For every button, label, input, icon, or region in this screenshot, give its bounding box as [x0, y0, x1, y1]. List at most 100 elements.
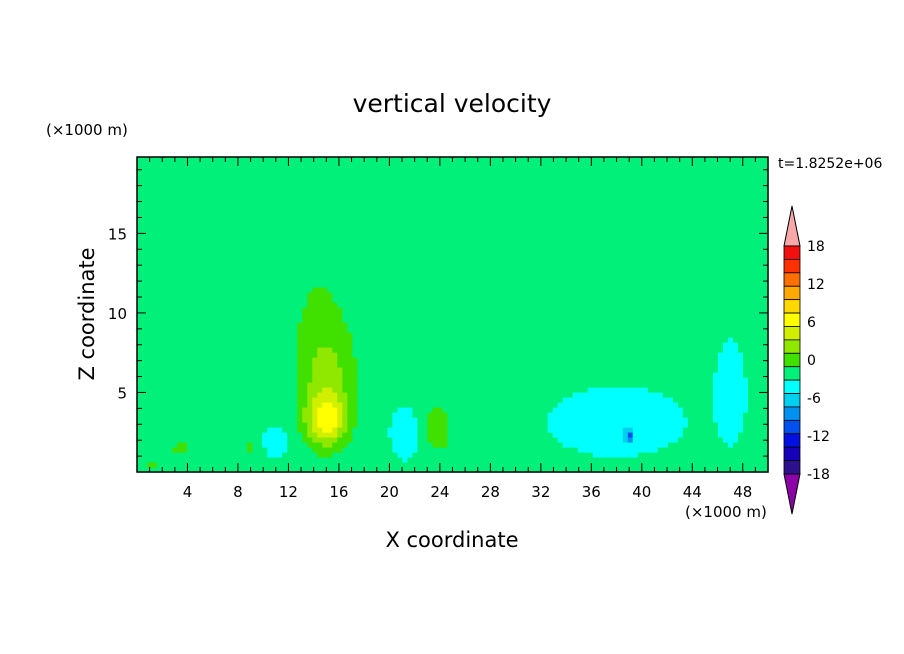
heatmap-cell	[407, 362, 414, 368]
heatmap-cell	[212, 267, 218, 273]
heatmap-cell	[502, 397, 509, 403]
heatmap-cell	[377, 437, 383, 443]
heatmap-cell	[522, 312, 529, 318]
heatmap-cell	[277, 342, 283, 348]
heatmap-cell	[177, 217, 183, 223]
heatmap-cell	[247, 252, 253, 258]
heatmap-cell	[492, 307, 499, 313]
heatmap-cell	[177, 467, 183, 473]
heatmap-cell	[267, 357, 273, 363]
heatmap-cell	[292, 202, 298, 208]
heatmap-cell	[332, 287, 338, 293]
heatmap-cell	[372, 272, 378, 278]
heatmap-cell	[247, 187, 253, 193]
heatmap-cell	[437, 167, 444, 173]
heatmap-cell	[142, 462, 148, 468]
heatmap-cell	[187, 347, 193, 353]
heatmap-cell	[457, 202, 464, 208]
heatmap-cell	[172, 372, 178, 378]
heatmap-cell	[337, 342, 343, 348]
heatmap-cell	[492, 417, 499, 423]
heatmap-cell	[437, 232, 444, 238]
heatmap-cell	[472, 357, 479, 363]
heatmap-cell	[152, 337, 158, 343]
heatmap-cell	[397, 397, 404, 403]
heatmap-cell	[332, 217, 338, 223]
heatmap-cell	[367, 402, 373, 408]
heatmap-cell	[217, 432, 223, 438]
heatmap-cell	[527, 272, 534, 278]
heatmap-cell	[152, 407, 158, 413]
heatmap-cell	[232, 392, 238, 398]
heatmap-cell	[212, 207, 218, 213]
heatmap-cell	[197, 167, 203, 173]
heatmap-cell	[427, 292, 434, 298]
heatmap-cell	[142, 347, 148, 353]
heatmap-cell	[307, 392, 313, 398]
heatmap-cell	[482, 467, 489, 473]
heatmap-cell	[262, 302, 268, 308]
heatmap-cell	[417, 157, 424, 163]
heatmap-cell	[307, 192, 313, 198]
heatmap-cell	[297, 327, 303, 333]
heatmap-cell	[522, 222, 529, 228]
heatmap-cell	[422, 227, 429, 233]
heatmap-cell	[227, 397, 233, 403]
heatmap-cell	[287, 447, 293, 453]
heatmap-cell	[182, 417, 188, 423]
heatmap-cell	[207, 412, 213, 418]
heatmap-cell	[292, 397, 298, 403]
heatmap-cell	[237, 227, 243, 233]
heatmap-cell	[187, 437, 193, 443]
heatmap-cell	[297, 462, 303, 468]
heatmap-cell	[417, 442, 424, 448]
heatmap-cell	[297, 207, 303, 213]
heatmap-cell	[212, 252, 218, 258]
heatmap-cell	[252, 292, 258, 298]
heatmap-cell	[402, 407, 409, 413]
heatmap-cell	[197, 192, 203, 198]
heatmap-cell	[512, 417, 519, 423]
heatmap-cell	[152, 182, 158, 188]
heatmap-cell	[197, 407, 203, 413]
heatmap-cell	[362, 442, 368, 448]
heatmap-cell	[312, 202, 318, 208]
heatmap-cell	[387, 297, 394, 303]
heatmap-cell	[232, 417, 238, 423]
heatmap-cell	[342, 332, 348, 338]
heatmap-cell	[382, 377, 388, 383]
heatmap-cell	[277, 362, 283, 368]
heatmap-cell	[382, 422, 388, 428]
heatmap-cell	[387, 197, 394, 203]
heatmap-cell	[487, 367, 494, 373]
heatmap-cell	[382, 157, 388, 163]
heatmap-cell	[382, 242, 388, 248]
heatmap-cell	[147, 322, 153, 328]
heatmap-cell	[312, 357, 318, 363]
heatmap-cell	[457, 377, 464, 383]
heatmap-cell	[377, 167, 383, 173]
heatmap-cell	[207, 257, 213, 263]
heatmap-cell	[157, 307, 163, 313]
heatmap-cell	[522, 467, 529, 473]
heatmap-cell	[152, 292, 158, 298]
heatmap-cell	[432, 252, 439, 258]
heatmap-cell	[347, 427, 353, 433]
heatmap-cell	[157, 427, 163, 433]
heatmap-cell	[417, 297, 424, 303]
heatmap-cell	[367, 387, 373, 393]
heatmap-cell	[237, 267, 243, 273]
heatmap-cell	[492, 262, 499, 268]
heatmap-cell	[472, 327, 479, 333]
heatmap-cell	[397, 307, 404, 313]
heatmap-cell	[357, 197, 363, 203]
heatmap-cell	[307, 442, 313, 448]
heatmap-cell	[412, 162, 419, 168]
heatmap-cell	[257, 312, 263, 318]
heatmap-cell	[347, 277, 353, 283]
heatmap-cell	[232, 222, 238, 228]
heatmap-cell	[212, 427, 218, 433]
heatmap-cell	[332, 332, 338, 338]
heatmap-cell	[452, 312, 459, 318]
heatmap-cell	[157, 252, 163, 258]
